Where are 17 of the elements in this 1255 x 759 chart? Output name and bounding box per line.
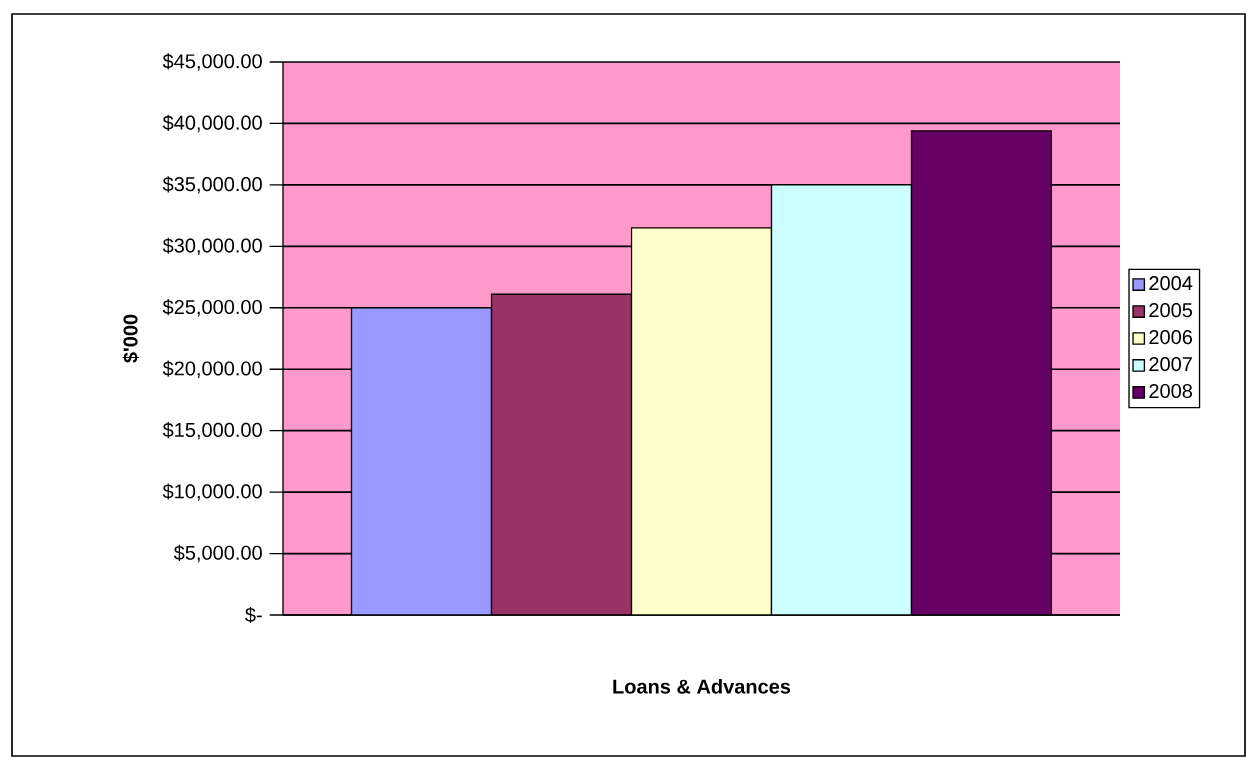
legend-label: 2005 — [1149, 303, 1193, 318]
legend-label: 2006 — [1149, 330, 1193, 345]
y-tick-label: $20,000.00 — [162, 360, 262, 378]
y-tick-label: $45,000.00 — [162, 53, 262, 71]
y-tick-label: $40,000.00 — [162, 114, 262, 133]
legend-label: 2007 — [1149, 356, 1192, 372]
x-axis-title: Loans & Advances — [613, 679, 791, 694]
legend-label: 2004 — [1149, 276, 1193, 291]
y-tick-label: $5,000.00 — [173, 544, 262, 563]
y-tick-label: $25,000.00 — [162, 299, 262, 317]
y-tick-label: $- — [245, 606, 262, 624]
y-axis-title: $'000 — [122, 314, 139, 363]
legend-label: 2008 — [1149, 383, 1193, 399]
y-tick-label: $10,000.00 — [162, 483, 262, 501]
y-tick-label: $30,000.00 — [162, 237, 262, 256]
y-tick-label: $35,000.00 — [162, 176, 262, 194]
y-tick-label: $15,000.00 — [162, 421, 262, 440]
